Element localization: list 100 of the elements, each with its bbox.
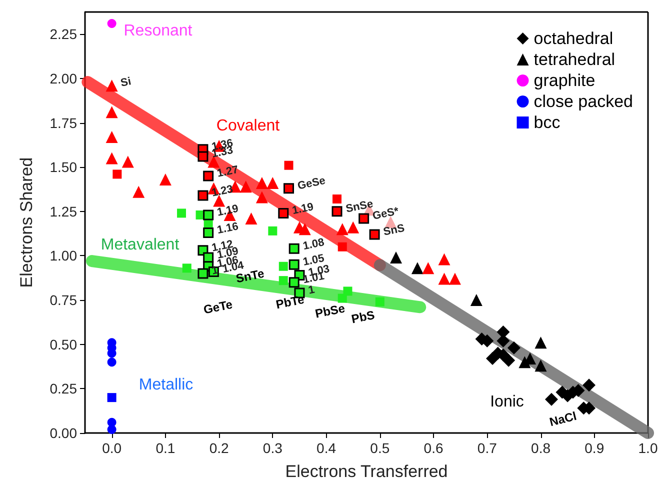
point — [534, 336, 547, 349]
annotation: 1 — [210, 264, 220, 278]
point — [338, 294, 347, 303]
annotation: 1 — [307, 284, 316, 297]
y-tick-label: 1.75 — [50, 114, 78, 131]
point — [106, 130, 118, 143]
point — [245, 212, 258, 225]
point — [496, 325, 510, 338]
annotation: GeTe — [202, 297, 234, 317]
point — [159, 174, 172, 186]
point — [332, 206, 342, 217]
annotation: 1.19 — [291, 201, 315, 218]
point — [198, 151, 208, 162]
point — [132, 186, 145, 198]
y-tick-label: 0.25 — [50, 380, 78, 397]
point — [240, 180, 252, 193]
point — [411, 262, 424, 274]
annotation: Resonant — [124, 22, 193, 40]
annotation: SnS — [382, 222, 406, 238]
legend-label: close packed — [534, 92, 634, 111]
annotation: PbSe — [314, 301, 346, 321]
x-tick-label: 0.1 — [156, 440, 176, 456]
point — [332, 194, 342, 204]
point — [107, 19, 116, 28]
point — [177, 208, 186, 218]
annotation: NaCl — [548, 408, 578, 430]
annotation: 1.27 — [216, 164, 240, 180]
x-tick-label: 0.3 — [262, 440, 283, 456]
y-tick-label: 1.50 — [50, 159, 78, 176]
annotation: Covalent — [216, 118, 280, 134]
legend-label: bcc — [534, 113, 561, 132]
point — [112, 170, 122, 179]
point — [203, 210, 214, 220]
point — [298, 223, 311, 236]
annotation: Metallic — [138, 376, 194, 394]
point — [107, 358, 116, 367]
point — [534, 360, 547, 372]
point — [448, 272, 461, 285]
annotation: 1.08 — [302, 236, 326, 253]
legend-label: tetrahedral — [534, 50, 616, 69]
point — [496, 334, 510, 348]
point — [266, 177, 279, 190]
point — [347, 221, 360, 234]
point — [375, 297, 384, 306]
x-axis-title: Electrons Transferred — [285, 462, 448, 481]
annotation: Si — [120, 76, 132, 90]
y-tick-label: 0.50 — [50, 336, 78, 352]
point — [278, 262, 288, 271]
y-tick-label: 1.00 — [50, 248, 78, 264]
point — [438, 272, 450, 285]
x-tick-label: 0.9 — [584, 440, 604, 456]
point — [203, 170, 214, 182]
legend-label: graphite — [534, 71, 596, 90]
legend-label: octahedral — [534, 29, 614, 48]
point — [288, 277, 300, 288]
point — [182, 264, 192, 273]
point — [288, 259, 300, 270]
point — [582, 378, 596, 392]
point — [422, 262, 434, 274]
annotation: GeS* — [372, 205, 400, 222]
annotation: 1.19 — [216, 202, 240, 219]
point — [343, 286, 352, 296]
point — [486, 352, 500, 366]
point — [203, 227, 214, 238]
x-tick-label: 0.7 — [477, 440, 498, 456]
x-tick-label: 1.0 — [638, 440, 658, 456]
point — [288, 243, 300, 254]
point — [198, 190, 208, 201]
x-tick-label: 0.5 — [370, 440, 390, 456]
annotation: PbS — [350, 308, 376, 326]
x-tick-label: 0.4 — [316, 440, 336, 456]
annotation: PbTe — [274, 292, 306, 312]
y-tick-label: 0.00 — [50, 425, 78, 441]
point — [507, 341, 520, 354]
point — [256, 177, 268, 190]
point — [390, 252, 402, 264]
x-tick-label: 0.2 — [209, 440, 229, 456]
point — [336, 223, 348, 236]
point — [107, 424, 116, 434]
point — [198, 268, 208, 279]
point — [358, 213, 370, 224]
point — [107, 393, 116, 402]
x-tick-label: 0.8 — [531, 440, 551, 456]
point — [106, 152, 118, 164]
y-tick-label: 0.75 — [50, 292, 78, 308]
x-tick-label: 0.0 — [102, 440, 122, 456]
point — [470, 294, 482, 306]
annotation: 1.23 — [210, 183, 234, 200]
point — [256, 191, 268, 204]
annotation: 1.16 — [216, 220, 240, 237]
point — [284, 160, 294, 170]
x-tick-label: 0.6 — [424, 440, 444, 456]
point — [106, 80, 118, 92]
y-tick-label: 1.25 — [50, 203, 78, 220]
point — [278, 276, 288, 286]
y-tick-label: 2.00 — [50, 70, 78, 86]
y-tick-label: 2.25 — [50, 26, 78, 42]
point — [369, 229, 380, 240]
annotation: Ionic — [490, 394, 524, 410]
annotation: GeSe — [296, 174, 327, 192]
